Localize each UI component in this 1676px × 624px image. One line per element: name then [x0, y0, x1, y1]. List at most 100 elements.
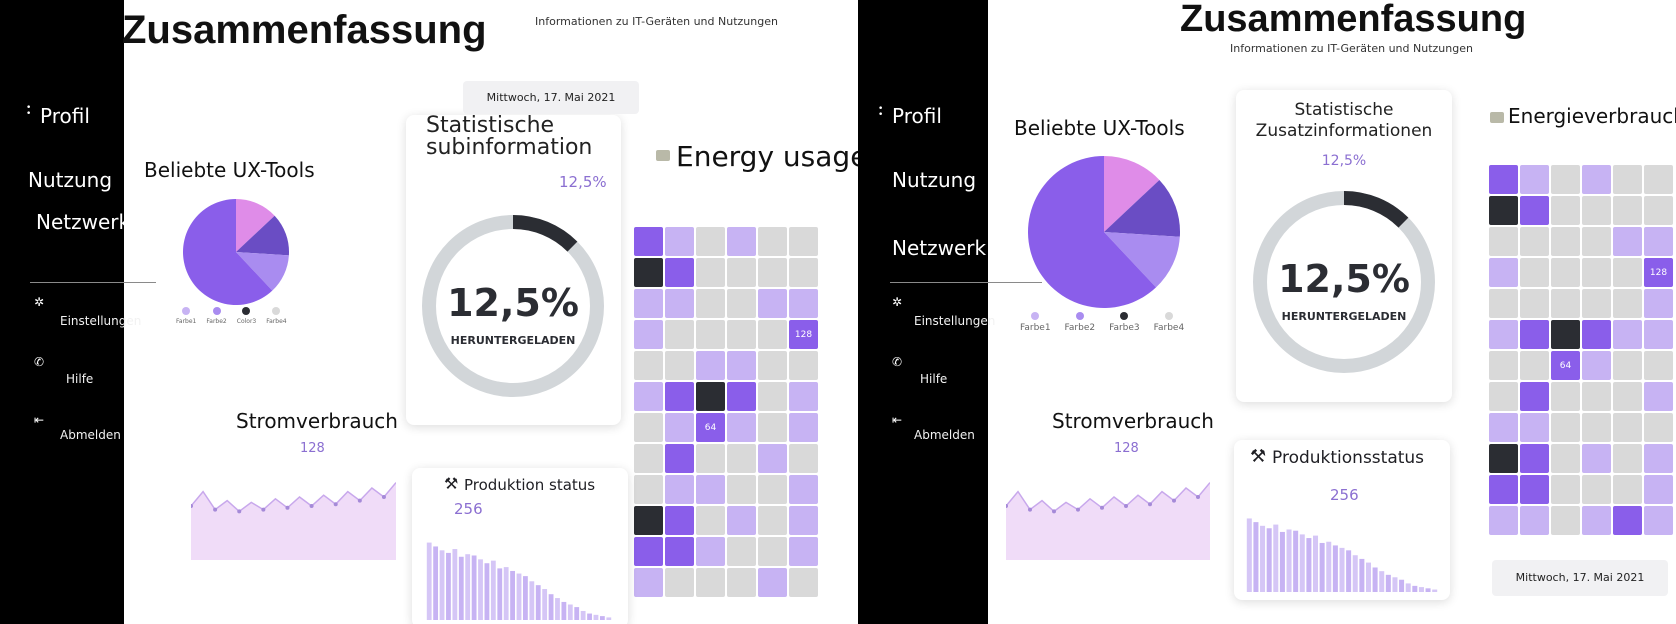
heatmap-cell: [1613, 413, 1642, 442]
legend-dot: [1031, 312, 1040, 320]
nav-profil[interactable]: Profil: [40, 104, 90, 128]
nav-einstellungen[interactable]: Einstellungen: [914, 314, 996, 328]
nav-netzwerk[interactable]: Netzwerk: [36, 210, 131, 234]
production-bar: [606, 617, 612, 620]
legend-dot: [1075, 312, 1084, 320]
ring-percent-text: 12,5%: [1278, 257, 1410, 301]
legend-label: Farbe3: [1109, 323, 1140, 333]
heatmap-cell: [727, 537, 756, 566]
heatmap-cell: [665, 537, 694, 566]
ux-tools-legend: Farbe1 Farbe2 Color3 Farbe4: [176, 307, 287, 325]
legend-dot: [272, 307, 281, 315]
page-subtitle: Informationen zu IT-Geräten und Nutzunge…: [1230, 42, 1473, 55]
sidebar: [858, 0, 988, 624]
legend-item: Farbe4: [1154, 312, 1184, 333]
heatmap-cell: [665, 289, 694, 318]
production-bar: [1286, 529, 1292, 592]
production-bar: [1379, 571, 1385, 592]
nav-hilfe[interactable]: Hilfe: [920, 372, 948, 386]
heatmap-cell: [1582, 351, 1611, 380]
heatmap-cell: [696, 475, 725, 504]
heatmap-cell: [1582, 196, 1611, 225]
heatmap-cell: [758, 537, 787, 566]
heatmap-cell: [665, 258, 694, 287]
energy-title: Energieverbrauch: [1508, 104, 1676, 128]
heatmap-cell: [758, 351, 787, 380]
heatmap-cell: [1551, 382, 1580, 411]
strom-area-chart: [191, 482, 396, 560]
area-fill: [191, 482, 396, 560]
production-bar: [1352, 555, 1358, 592]
production-bar: [580, 610, 586, 620]
heatmap-cell: [1644, 413, 1673, 442]
heatmap-cell: [1551, 258, 1580, 287]
heatmap-cell: [1644, 506, 1673, 535]
nav-netzwerk[interactable]: Netzwerk: [892, 236, 987, 260]
ux-tools-pie-chart: [183, 199, 289, 305]
heatmap-cell: [634, 537, 663, 566]
heatmap-cell: [1551, 506, 1580, 535]
nav-abmelden[interactable]: Abmelden: [914, 428, 975, 442]
heatmap-cell: [758, 382, 787, 411]
production-bar: [1253, 522, 1259, 592]
stats-title-line1: Statistische: [1294, 100, 1394, 120]
download-progress-ring: 12,5% HERUNTERGELADEN: [1253, 191, 1435, 373]
nav-nutzung[interactable]: Nutzung: [892, 168, 977, 192]
heatmap-cell: [789, 537, 818, 566]
area-fill: [1006, 482, 1210, 560]
heatmap-cell: [758, 320, 787, 349]
production-bar: [433, 546, 439, 620]
heatmap-cell: [634, 382, 663, 411]
heatmap-cell: [1582, 289, 1611, 318]
heatmap-cell: [1520, 258, 1549, 287]
heatmap-cell: [665, 475, 694, 504]
strom-title: Stromverbrauch: [1052, 409, 1214, 433]
nav-nutzung[interactable]: Nutzung: [28, 168, 113, 192]
heatmap-cell: [1582, 320, 1611, 349]
area-point: [191, 504, 193, 508]
heatmap-cell: [1551, 227, 1580, 256]
hammer-pick-icon: ⚒: [1250, 446, 1267, 467]
heatmap-cell: [1582, 382, 1611, 411]
pie-slice: [1028, 156, 1157, 308]
produktion-title: Produktion status: [464, 476, 596, 494]
nav-abmelden[interactable]: Abmelden: [60, 428, 121, 442]
heatmap-cell: [1489, 475, 1518, 504]
ring-caption: HERUNTERGELADEN: [451, 334, 576, 347]
heatmap-cell: [758, 475, 787, 504]
production-bar: [561, 601, 567, 620]
area-point: [309, 504, 314, 508]
nav-einstellungen[interactable]: Einstellungen: [60, 314, 142, 328]
production-bar: [1319, 542, 1325, 592]
heatmap-cell: [634, 351, 663, 380]
heatmap-cell: [634, 227, 663, 256]
nav-profil[interactable]: Profil: [892, 104, 942, 128]
heatmap-cell: [789, 351, 818, 380]
nav-hilfe[interactable]: Hilfe: [66, 372, 94, 386]
heatmap-cell: [1582, 444, 1611, 473]
heatmap-cell: [1582, 165, 1611, 194]
heatmap-cell: [665, 320, 694, 349]
heatmap-cell: 128: [1644, 258, 1673, 287]
area-point: [1028, 507, 1032, 512]
heatmap-cell: [727, 258, 756, 287]
production-bar: [1432, 589, 1438, 592]
heatmap-cell: [1489, 165, 1518, 194]
gear-icon: ✲: [892, 295, 903, 309]
ux-tools-legend: Farbe1 Farbe2 Farbe3 Farbe4: [1020, 312, 1184, 333]
area-point: [1100, 505, 1104, 510]
production-bar: [587, 613, 592, 620]
heatmap-cell: [665, 444, 694, 473]
heatmap-cell: [1489, 289, 1518, 318]
hammer-pick-icon: ⚒: [444, 474, 459, 493]
production-bar: [1425, 588, 1431, 592]
area-point: [237, 509, 242, 514]
heatmap-cell: [1644, 289, 1673, 318]
stats-title-line2: Zusatzinformationen: [1255, 121, 1433, 141]
stats-percent-small: 12,5%: [1321, 153, 1367, 169]
area-point: [333, 502, 338, 507]
heatmap-cell: [634, 475, 663, 504]
heatmap-cell: [789, 382, 818, 411]
heatmap-cell: [1520, 165, 1549, 194]
heatmap-cell: [1613, 506, 1642, 535]
